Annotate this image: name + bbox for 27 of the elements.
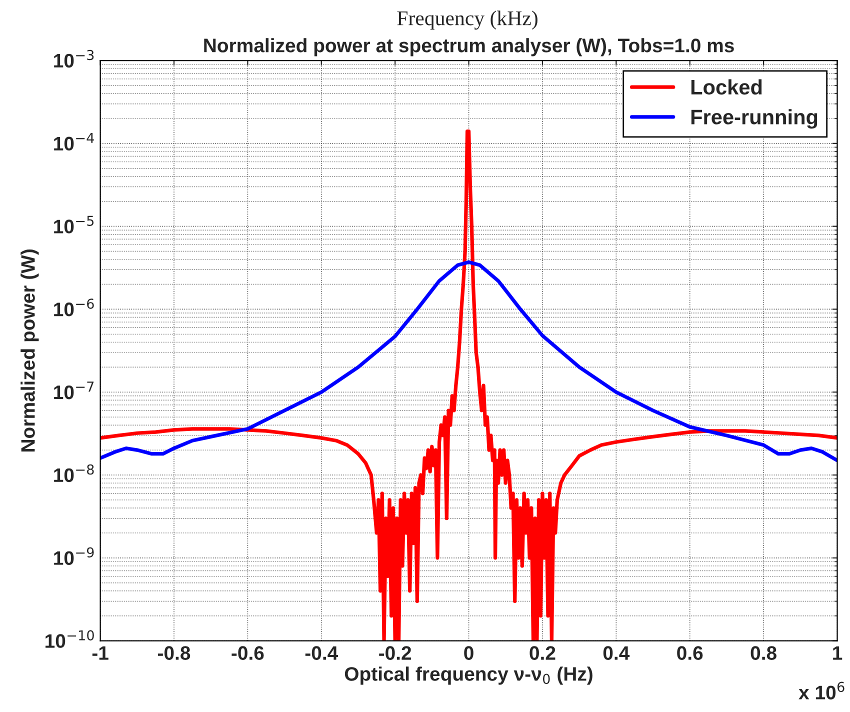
x-tick-label: -0.4	[305, 646, 338, 660]
text: x 10$^{6}$	[798, 682, 844, 700]
text: Frequency (kHz)	[397, 10, 538, 30]
x-tick-label: -0.2	[379, 646, 412, 660]
x-tick-label: -0.8	[158, 646, 190, 660]
y-tick-label: 10$^{−7}$	[54, 382, 94, 400]
y-tick-label: 10$^{−3}$	[54, 50, 94, 68]
x-tick-label: 1	[833, 646, 842, 660]
x-tick-label: -0.6	[232, 646, 264, 660]
chart-title: Normalized power at spectrum analyser (W), Tobs=1.0 ms	[204, 38, 734, 56]
x-tick-label: 0.8	[750, 646, 776, 660]
x-axis-title: Optical frequency ν-ν$_{0}$ (Hz)	[344, 666, 592, 685]
x-tick-label: 0.2	[530, 646, 556, 660]
y-tick-label: 10$^{−10}$	[46, 630, 94, 648]
line-series	[100, 260, 838, 462]
legend-label: Locked	[691, 79, 762, 95]
x-tick-label: 0.4	[603, 646, 630, 660]
y-tick-label: 10$^{−4}$	[54, 132, 94, 151]
x-tick-label: 0.6	[677, 646, 703, 660]
y-tick-label: 10$^{−5}$	[54, 216, 94, 234]
y-tick-label: 10$^{−9}$	[54, 547, 94, 565]
legend-label: Free-running	[691, 109, 818, 129]
y-axis-title: Normalized power (W)	[20, 250, 39, 452]
x-tick-label: 0	[464, 646, 474, 660]
y-tick-label: 10$^{−8}$	[54, 464, 94, 482]
x-tick-label: -1	[92, 646, 108, 660]
y-tick-label: 10$^{−6}$	[54, 298, 94, 316]
